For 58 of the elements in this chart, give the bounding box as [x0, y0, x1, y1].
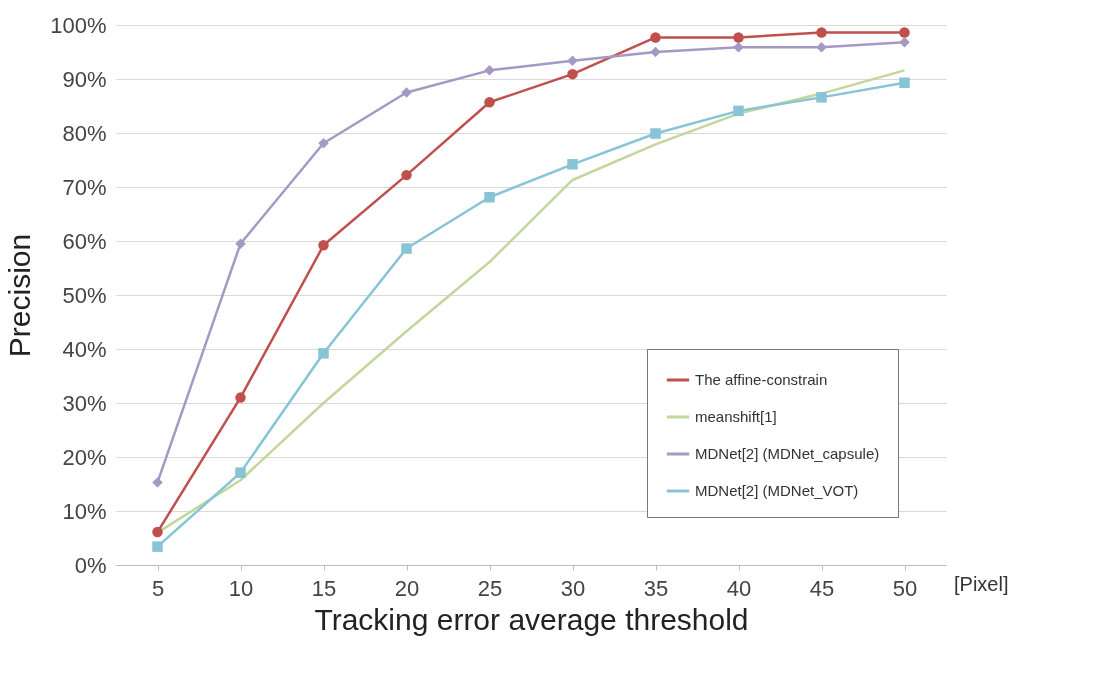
- x-axis-title: Tracking error average threshold: [314, 602, 749, 636]
- text: [Pixel]: [954, 573, 1009, 595]
- point: [484, 65, 495, 76]
- point: [235, 392, 246, 403]
- point: [567, 68, 578, 80]
- legend-label: The affine-constrain: [695, 371, 828, 388]
- point: [484, 96, 495, 108]
- x-tick-label: 30: [560, 575, 586, 601]
- point: [567, 55, 578, 66]
- point: [318, 348, 329, 359]
- y-tick-label: 100%: [50, 12, 107, 38]
- point: [816, 92, 827, 103]
- point: [152, 477, 163, 488]
- y-tick-label: 60%: [62, 228, 107, 254]
- y-tick-label: 90%: [62, 66, 107, 92]
- y-axis-title: Precision: [3, 233, 37, 358]
- x-tick-label: 40: [726, 575, 752, 601]
- legend-label: MDNet[2] (MDNet_capsule): [695, 445, 880, 462]
- y-tick-label: 40%: [62, 336, 107, 362]
- x-tick-label: 5: [151, 575, 165, 601]
- y-tick-label: 20%: [62, 444, 107, 470]
- point: [235, 467, 246, 478]
- x-tick-label: 15: [311, 575, 337, 601]
- point: [318, 240, 329, 251]
- x-tick-label: 25: [477, 575, 503, 601]
- point: [152, 541, 163, 552]
- point: [401, 87, 412, 98]
- y-tick-label: 30%: [62, 390, 107, 416]
- point: [401, 243, 412, 254]
- x-tick-label: 50: [892, 575, 918, 601]
- point: [816, 27, 827, 38]
- y-tick-label: 10%: [62, 498, 107, 524]
- point: [733, 41, 744, 53]
- point: [650, 46, 661, 58]
- point: [733, 32, 744, 43]
- point: [567, 159, 578, 170]
- legend-label: meanshift[1]: [695, 408, 777, 425]
- y-tick-label: 80%: [62, 120, 107, 146]
- point: [899, 27, 910, 38]
- x-tick-label: 45: [809, 575, 835, 601]
- legend-label: MDNet[2] (MDNet_VOT): [695, 482, 859, 499]
- point: [899, 77, 910, 89]
- point: [899, 37, 910, 48]
- point: [235, 238, 246, 249]
- y-tick-label: 70%: [62, 174, 107, 200]
- point: [152, 526, 163, 538]
- x-tick-label: 20: [394, 575, 420, 601]
- x-tick-label: 35: [643, 575, 669, 601]
- point: [318, 138, 329, 149]
- point: [650, 32, 661, 43]
- point: [816, 41, 827, 53]
- point: [401, 169, 412, 181]
- y-tick-label: 50%: [62, 282, 107, 308]
- x-tick-label: 10: [228, 575, 254, 601]
- point: [484, 192, 495, 203]
- point: [733, 105, 744, 117]
- point: [650, 128, 661, 139]
- y-tick-label: 0%: [74, 552, 107, 578]
